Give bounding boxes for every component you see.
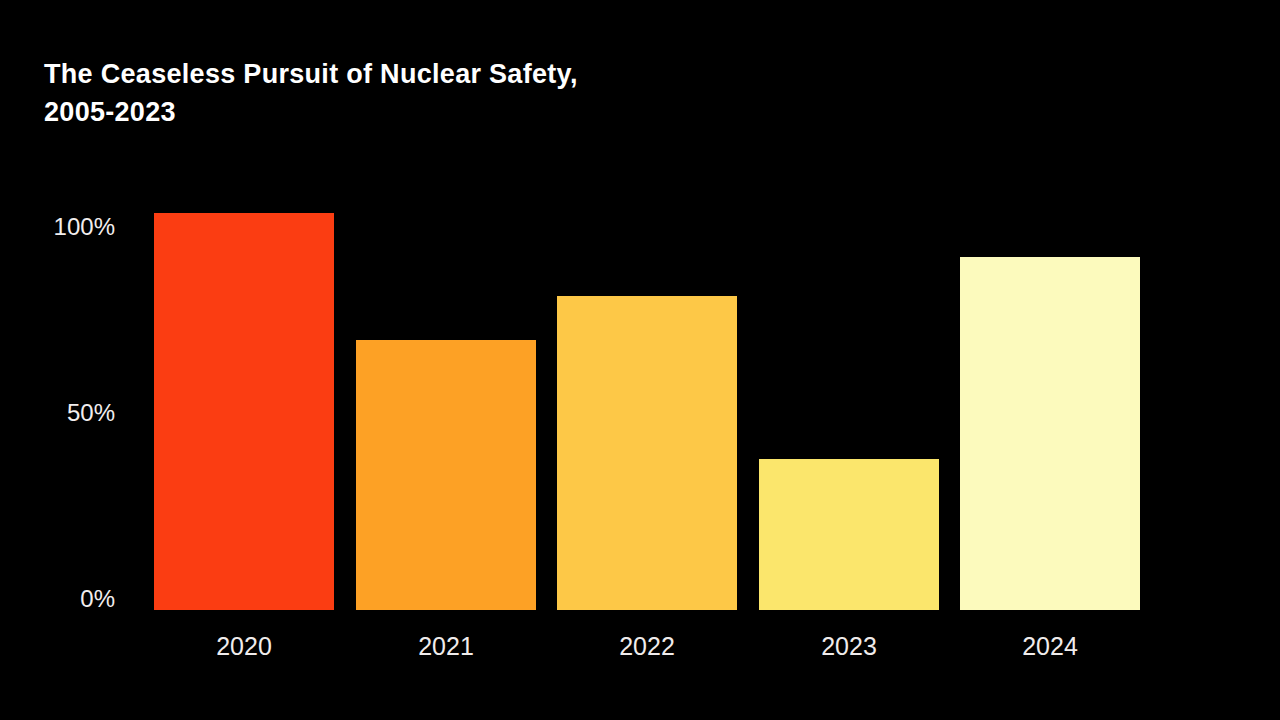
bar-2024: [960, 257, 1140, 610]
x-tick-label-2020: 2020: [154, 631, 334, 661]
bar-2022: [557, 296, 737, 610]
y-tick-label-50: 50%: [0, 398, 115, 428]
x-axis: 2020 2021 2022 2023 2024: [154, 631, 1142, 665]
x-tick-label-2022: 2022: [557, 631, 737, 661]
chart-title-line1: The Ceaseless Pursuit of Nuclear Safety,: [44, 55, 578, 93]
chart-title: The Ceaseless Pursuit of Nuclear Safety,…: [44, 55, 578, 131]
chart-canvas: The Ceaseless Pursuit of Nuclear Safety,…: [0, 0, 1280, 720]
x-tick-label-2021: 2021: [356, 631, 536, 661]
chart-title-line2: 2005-2023: [44, 93, 578, 131]
x-tick-label-2024: 2024: [960, 631, 1140, 661]
bar-2023: [759, 459, 939, 610]
x-tick-label-2023: 2023: [759, 631, 939, 661]
plot-area: [154, 213, 1142, 610]
bar-2021: [356, 340, 536, 610]
bar-2020: [154, 213, 334, 610]
y-tick-label-0: 0%: [0, 584, 115, 614]
y-tick-label-100: 100%: [0, 212, 115, 242]
